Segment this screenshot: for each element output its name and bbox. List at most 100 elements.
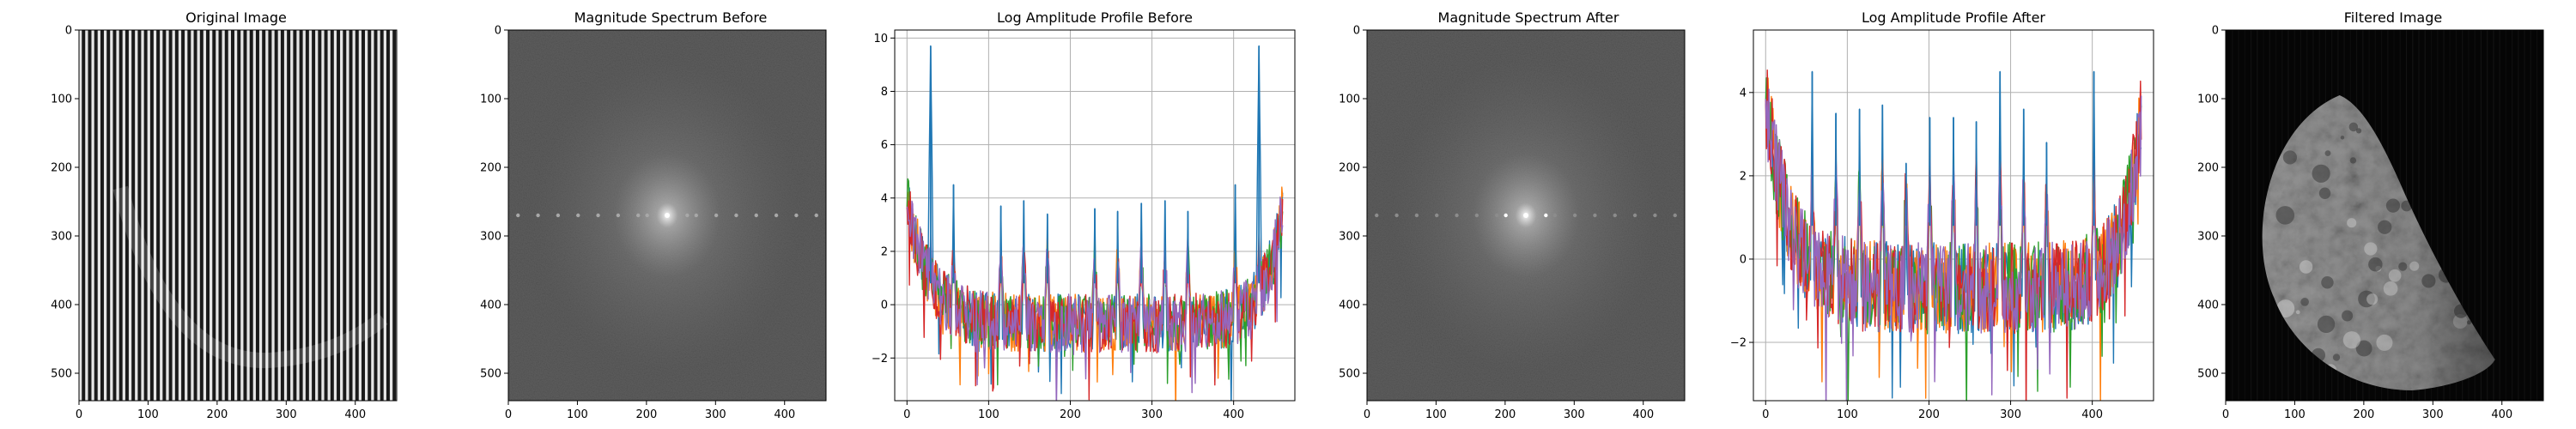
spectrum-peak [616, 213, 621, 218]
x-tick-label: 300 [2422, 408, 2444, 421]
y-tick-label: 0 [495, 25, 501, 38]
y-tick-label: 10 [873, 33, 888, 45]
axes-frame [507, 29, 827, 402]
stripe [197, 30, 200, 401]
stripe [166, 30, 169, 401]
stripe [153, 30, 157, 401]
x-tick-label: 0 [903, 408, 910, 421]
spectrum-peak [774, 213, 779, 218]
spectrum-peak [1394, 213, 1399, 218]
spectrum-peak [1455, 213, 1459, 218]
y-tick-label: 8 [881, 86, 888, 99]
stripe [85, 30, 88, 401]
y-tick-label: 500 [51, 368, 72, 381]
stripe [234, 30, 238, 401]
stripe [97, 30, 100, 401]
spectrum-peak [1593, 213, 1597, 218]
dc-peak [665, 213, 670, 218]
stripe [290, 30, 294, 401]
stripe [128, 30, 132, 401]
x-tick-label: 300 [1141, 408, 1163, 421]
residual-stripe [2437, 30, 2439, 401]
residual-stripe [2424, 30, 2426, 401]
stripe [327, 30, 331, 401]
spectrum-peak [754, 213, 758, 218]
spectrum-peak [576, 213, 580, 218]
stripe [160, 30, 163, 401]
spectrum-peak [1673, 213, 1677, 218]
spectrum-peak [1495, 213, 1499, 218]
axes-frame [1366, 29, 1686, 402]
y-tick-label: 400 [2197, 299, 2219, 312]
stripe [185, 30, 188, 401]
residual-stripe [2232, 30, 2233, 401]
panel-magnitude-spectrum-after: 0 100 200 300 400 0 100 200 300 400 500 [1339, 25, 1686, 421]
spectrum-peak [1375, 213, 1379, 218]
x-tick-label: 0 [2222, 408, 2229, 421]
x-tick-label: 0 [1762, 408, 1769, 421]
stripe [277, 30, 281, 401]
x-tick-label: 100 [1837, 408, 1858, 421]
spectrum-peak [596, 213, 600, 218]
y-tick-label: 4 [881, 192, 888, 205]
spectrum-peak [636, 213, 641, 218]
spectrum-peak [516, 213, 520, 218]
title-filtered-image: Filtered Image [2344, 9, 2442, 26]
x-tick-label: 0 [1364, 408, 1370, 421]
notch-mark [1544, 213, 1548, 218]
y-tick-label: 300 [51, 231, 72, 244]
y-tick-label: −2 [872, 353, 888, 366]
stripe [258, 30, 263, 401]
x-tick-label: 200 [635, 408, 657, 421]
y-tick-label: 400 [480, 299, 501, 312]
y-tick-label: 0 [881, 299, 888, 312]
stripe [315, 30, 319, 401]
y-tick-label: 200 [2197, 162, 2219, 175]
y-tick-label: 100 [480, 94, 501, 106]
y-tick-label: 0 [65, 25, 72, 38]
x-tick-label: 300 [276, 408, 297, 421]
x-tick-label: 400 [774, 408, 795, 421]
x-tick-label: 300 [705, 408, 726, 421]
title-magnitude-spectrum-before: Magnitude Spectrum Before [574, 9, 768, 26]
y-tick-label: 100 [1339, 94, 1360, 106]
y-tick-label: −2 [1730, 337, 1747, 350]
spectrum-peak [694, 213, 698, 218]
stripe [377, 30, 380, 401]
spectrum-image [1367, 30, 1685, 401]
line-series-group [906, 45, 1284, 401]
y-tick-label: 300 [1339, 231, 1360, 244]
stripe [141, 30, 144, 401]
y-tick-label: 300 [2197, 231, 2219, 244]
spectrum-peak [814, 213, 818, 218]
y-tick-label: 500 [1339, 368, 1360, 381]
stripe [79, 30, 82, 401]
y-tick-label: 4 [1740, 87, 1747, 100]
spectrum-image [508, 30, 826, 401]
spectrum-peak [645, 213, 649, 218]
stripe [296, 30, 300, 401]
axes-frame [78, 29, 398, 402]
spectrum-peak [1435, 213, 1439, 218]
residual-stripe [2530, 30, 2531, 401]
stripe [271, 30, 275, 401]
axes-frame [894, 29, 1296, 402]
stripe [228, 30, 231, 401]
y-tick-label: 200 [51, 162, 72, 175]
axes-frame [1753, 29, 2154, 402]
spectrum-peak [1613, 213, 1617, 218]
stripe [116, 30, 119, 401]
x-tick-label: 100 [1425, 408, 1447, 421]
ghost-limb [112, 185, 388, 369]
y-tick-label: 0 [2212, 25, 2219, 38]
y-tick-label: 200 [480, 162, 501, 175]
stripe [352, 30, 355, 401]
spectrum-peak [1414, 213, 1419, 218]
residual-stripe [2487, 30, 2488, 401]
axes-frame [2225, 29, 2544, 402]
stripe [340, 30, 343, 401]
stripe [246, 30, 250, 401]
residual-stripe [2443, 30, 2445, 401]
y-tick-label: 100 [2197, 94, 2219, 106]
x-tick-label: 400 [2081, 408, 2103, 421]
